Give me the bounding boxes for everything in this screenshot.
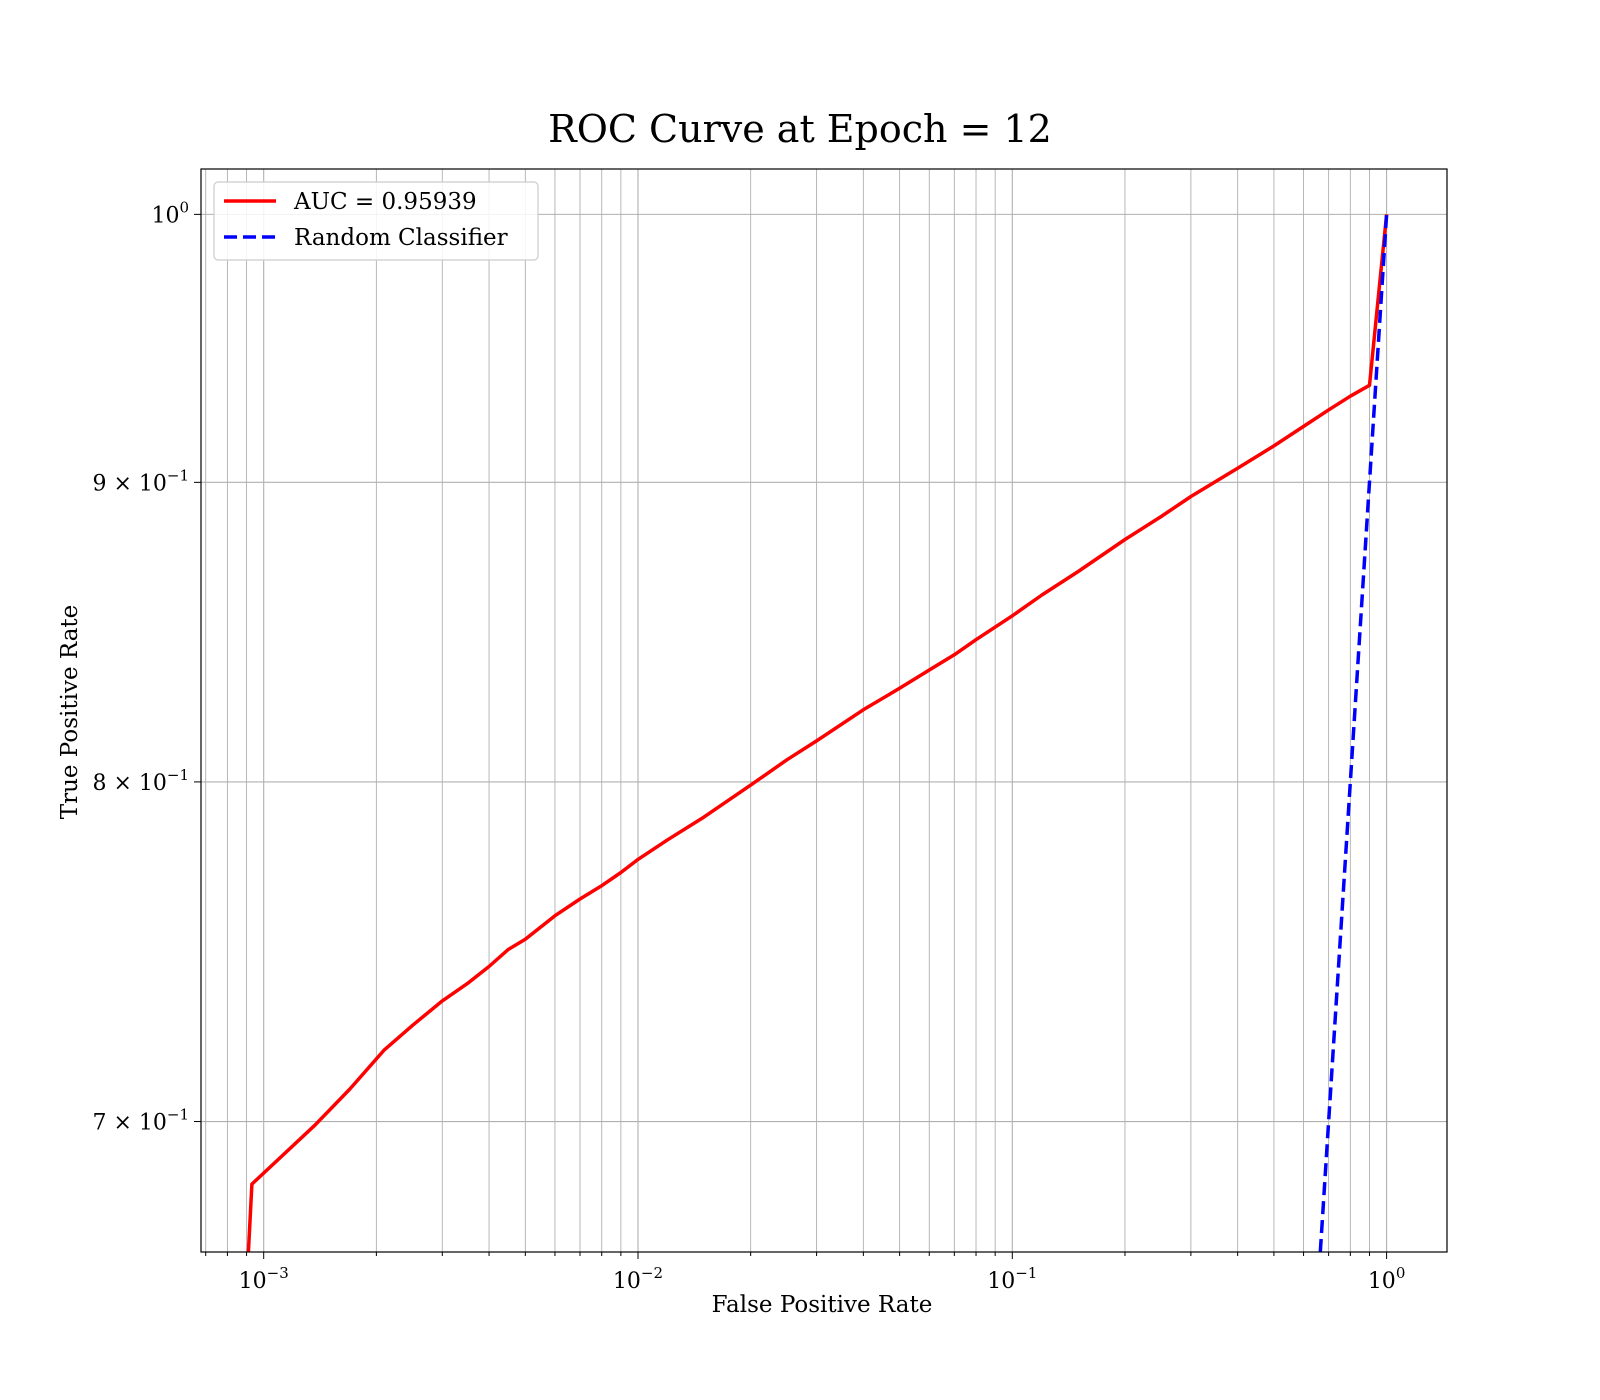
y-tick-label: 8 × 10−1	[92, 766, 189, 796]
x-tick-label: 10−2	[613, 1264, 663, 1294]
legend: AUC = 0.95939 Random Classifier	[213, 181, 539, 261]
grid	[201, 169, 1447, 1252]
roc-curve-line	[246, 214, 1389, 1253]
legend-box	[213, 181, 539, 261]
series-lines	[246, 214, 1389, 1253]
plot-frame	[200, 168, 1448, 1253]
chart-title: ROC Curve at Epoch = 12	[548, 107, 1052, 151]
x-tick-label: 100	[1368, 1264, 1406, 1294]
axis-ticks: 10−3 10−2 10−1 100 100 9 × 10−1 8 × 10−1 7 × 10…	[92, 198, 1405, 1294]
x-axis-label: False Positive Rate	[712, 1292, 933, 1318]
x-tick-label: 10−1	[987, 1264, 1037, 1294]
y-tick-label: 100	[151, 198, 189, 228]
y-tick-label: 9 × 10−1	[92, 466, 189, 496]
legend-label-random: Random Classifier	[294, 225, 508, 251]
x-tick-label: 10−3	[239, 1264, 289, 1294]
legend-label-auc: AUC = 0.95939	[293, 189, 477, 215]
random-classifier-line	[1318, 214, 1389, 1253]
y-tick-label: 7 × 10−1	[92, 1106, 189, 1136]
y-axis-label: True Positive Rate	[57, 605, 83, 820]
